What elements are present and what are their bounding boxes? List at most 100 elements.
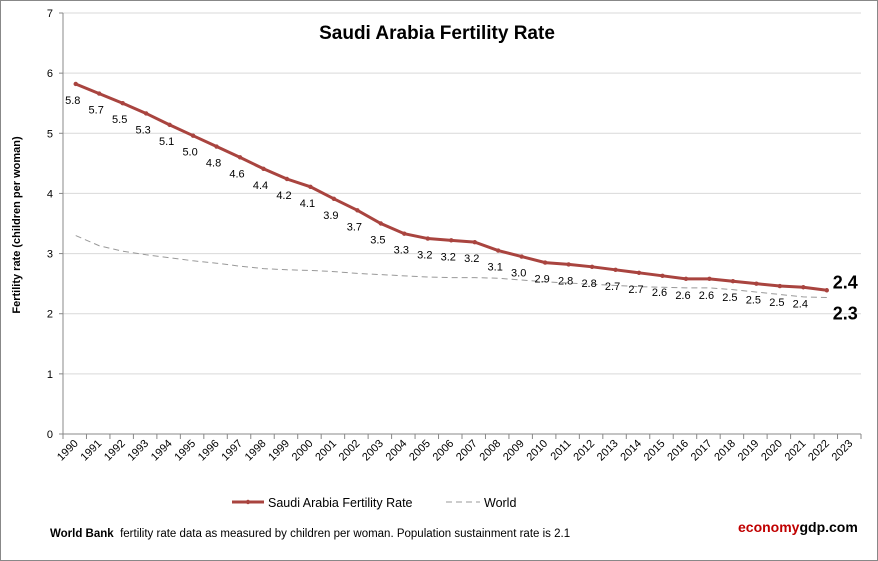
data-point-saudi <box>566 262 571 267</box>
legend-marker-saudi <box>245 499 251 505</box>
series-line-world <box>75 235 827 298</box>
data-label: 2.5 <box>769 297 784 309</box>
data-point-saudi <box>378 221 384 226</box>
x-tick-label: 2010 <box>524 438 550 464</box>
data-point-saudi <box>660 273 665 279</box>
x-tick-label: 2002 <box>337 438 363 464</box>
data-label: 4.6 <box>229 168 244 180</box>
data-label: 5.8 <box>65 95 80 107</box>
brand-logo: economygdp.com <box>738 519 858 535</box>
x-tick-label: 2017 <box>689 438 715 464</box>
x-tick-label: 1993 <box>125 438 151 464</box>
data-label: 3.3 <box>394 245 409 257</box>
x-tick-label: 2007 <box>454 438 480 464</box>
data-point-saudi <box>613 267 618 273</box>
y-tick-label: 0 <box>47 429 53 441</box>
x-tick-label: 2009 <box>501 438 527 464</box>
y-tick-label: 1 <box>47 369 53 381</box>
data-label: 2.7 <box>628 284 643 296</box>
data-point-saudi <box>331 196 337 202</box>
end-label-world: 2.3 <box>833 303 858 323</box>
x-tick-label: 1997 <box>219 438 245 464</box>
data-point-saudi <box>801 285 806 290</box>
data-point-saudi <box>190 133 196 138</box>
y-tick-label: 2 <box>47 309 53 321</box>
x-tick-label: 2015 <box>642 438 668 464</box>
data-label: 2.8 <box>558 275 573 287</box>
data-point-saudi <box>143 111 149 116</box>
x-tick-label: 1995 <box>172 438 198 464</box>
x-tick-label: 2000 <box>290 438 316 464</box>
data-point-saudi <box>120 101 125 106</box>
data-point-saudi <box>636 270 642 276</box>
x-tick-label: 1996 <box>196 438 222 464</box>
x-tick-label: 2019 <box>736 438 762 464</box>
data-point-saudi <box>308 184 313 190</box>
x-tick-label: 2021 <box>783 438 809 464</box>
data-label: 2.6 <box>675 290 690 302</box>
source-name: World Bank <box>50 528 114 540</box>
data-label: 2.8 <box>581 278 596 290</box>
data-point-saudi <box>683 276 689 282</box>
data-label: 3.1 <box>488 262 503 274</box>
data-label: 2.6 <box>699 290 714 302</box>
x-tick-label: 1992 <box>102 438 128 464</box>
data-point-saudi <box>237 155 243 160</box>
brand-part2: gdp.com <box>799 519 858 535</box>
data-label: 3.9 <box>323 210 338 222</box>
data-point-saudi <box>589 264 595 270</box>
data-point-saudi <box>97 91 102 96</box>
data-label: 2.5 <box>722 292 737 304</box>
x-tick-label: 2012 <box>571 438 597 464</box>
x-tick-label: 2003 <box>360 438 386 464</box>
x-tick-label: 2011 <box>549 438 574 463</box>
data-point-saudi <box>707 276 712 282</box>
data-label: 2.7 <box>605 281 620 293</box>
x-tick-label: 2006 <box>431 438 457 464</box>
data-label: 3.2 <box>464 253 479 265</box>
x-tick-label: 2014 <box>618 438 644 464</box>
x-tick-label: 1998 <box>243 438 269 464</box>
data-label: 3.2 <box>441 251 456 263</box>
data-label: 3.0 <box>511 268 526 280</box>
data-label: 2.9 <box>534 274 549 286</box>
x-tick-label: 1994 <box>149 438 175 464</box>
footer-note: World Bank fertility rate data as measur… <box>50 528 570 540</box>
data-point-saudi <box>214 144 219 149</box>
x-tick-label: 2013 <box>595 438 621 464</box>
x-tick-label: 2005 <box>407 438 433 464</box>
data-point-saudi <box>402 231 407 236</box>
data-label: 5.5 <box>112 114 127 126</box>
data-point-saudi <box>542 260 548 265</box>
x-tick-label: 1999 <box>266 438 292 464</box>
data-label: 5.1 <box>159 136 174 148</box>
x-tick-label: 2022 <box>806 438 832 464</box>
data-point-saudi <box>496 248 501 253</box>
x-tick-label: 2008 <box>478 438 504 464</box>
x-tick-label: 2001 <box>313 438 339 464</box>
x-tick-label: 1990 <box>55 438 81 464</box>
data-label: 4.1 <box>300 198 315 210</box>
legend-label-world: World <box>484 496 516 510</box>
data-label: 5.0 <box>182 147 197 159</box>
x-tick-label: 2020 <box>759 438 785 464</box>
y-tick-label: 3 <box>47 249 53 261</box>
data-label: 5.3 <box>135 124 150 136</box>
source-note: fertility rate data as measured by child… <box>120 528 571 540</box>
data-label: 5.7 <box>89 105 104 117</box>
data-point-saudi <box>777 283 783 289</box>
data-point-saudi <box>472 239 477 245</box>
x-tick-label: 2016 <box>665 438 691 464</box>
y-tick-label: 7 <box>47 8 53 20</box>
data-label: 3.5 <box>370 235 385 247</box>
data-label: 4.8 <box>206 158 221 170</box>
data-label: 4.2 <box>276 190 291 202</box>
chart-title: Saudi Arabia Fertility Rate <box>319 23 555 44</box>
data-point-saudi <box>519 254 524 259</box>
data-point-saudi <box>355 208 360 213</box>
data-point-saudi <box>284 176 290 182</box>
x-tick-label: 1991 <box>79 438 105 464</box>
end-label-saudi: 2.4 <box>833 272 858 292</box>
